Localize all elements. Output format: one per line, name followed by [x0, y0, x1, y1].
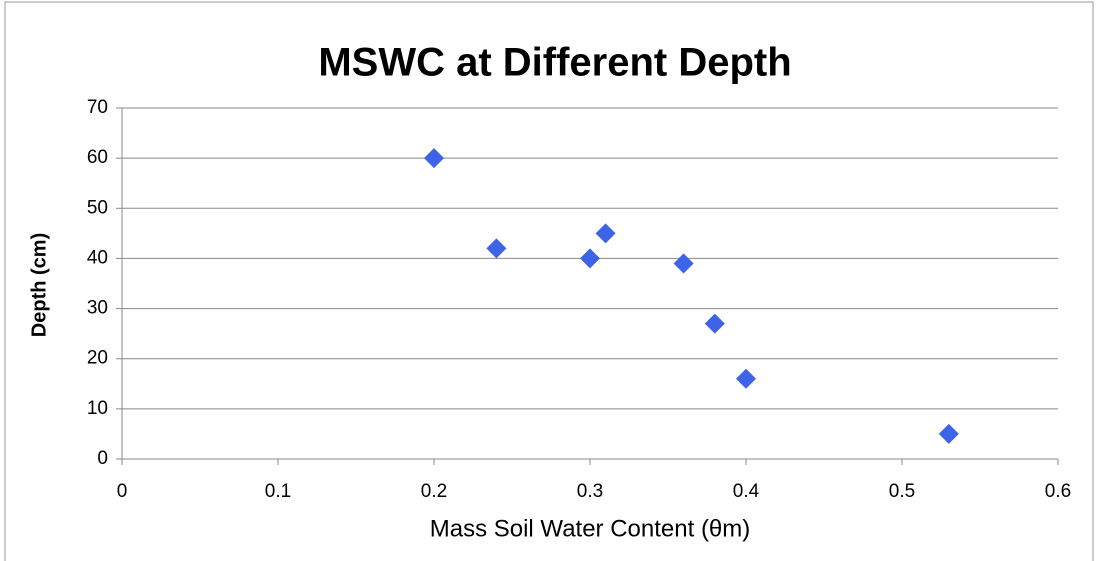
x-tick-label: 0.1: [265, 481, 291, 502]
x-tick-label: 0: [117, 481, 128, 502]
point: [595, 223, 616, 244]
y-tick-label: 30: [87, 298, 108, 319]
point: [673, 253, 694, 274]
x-tick-label: 0.5: [889, 481, 915, 502]
y-tick-label: 70: [87, 97, 108, 118]
x-tick-label: 0.6: [1045, 481, 1071, 502]
chart-title: MSWC at Different Depth: [318, 41, 791, 85]
point: [424, 148, 444, 169]
x-axis-label: Mass Soil Water Content (θm): [430, 515, 751, 542]
y-axis-label: Depth (cm): [28, 233, 50, 337]
point: [486, 238, 507, 259]
point: [580, 248, 600, 269]
y-tick-label: 50: [87, 197, 108, 218]
chart-border: [4, 1, 1094, 561]
point: [938, 423, 959, 444]
point: [736, 368, 756, 389]
y-tick-label: 10: [87, 398, 108, 419]
x-tick-label: 0.2: [421, 481, 447, 502]
x-tick-label: 0.4: [733, 481, 760, 502]
y-tick-label: 40: [87, 247, 108, 268]
point: [704, 313, 725, 334]
y-tick-label: 0: [97, 448, 108, 469]
x-tick-label: 0.3: [577, 481, 603, 502]
y-tick-label: 60: [87, 147, 108, 168]
y-tick-label: 20: [87, 348, 108, 369]
